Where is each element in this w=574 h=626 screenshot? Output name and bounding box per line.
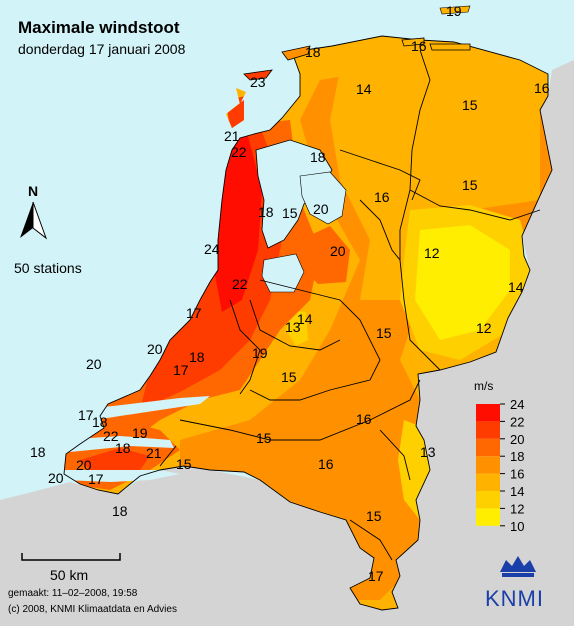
station-value: 18 <box>92 414 108 430</box>
legend-swatch <box>476 491 500 509</box>
borders <box>63 35 553 611</box>
station-value: 24 <box>204 241 220 257</box>
station-value: 17 <box>88 471 104 487</box>
legend-tick-label: 22 <box>510 414 524 429</box>
station-value: 12 <box>476 320 492 336</box>
legend-color-scale <box>476 404 500 526</box>
island-terschelling <box>281 45 311 61</box>
station-value: 19 <box>252 345 268 361</box>
station-value: 19 <box>132 425 148 441</box>
station-value: 18 <box>30 444 46 460</box>
zone-14-16-north <box>330 50 540 300</box>
zone-10-12 <box>415 225 510 340</box>
station-value: 15 <box>176 456 192 472</box>
station-value: 16 <box>356 411 372 427</box>
station-value: 23 <box>250 74 266 90</box>
station-value: 15 <box>282 205 298 221</box>
station-value: 17 <box>78 407 94 423</box>
station-value: 13 <box>420 444 436 460</box>
station-value: 15 <box>462 177 478 193</box>
station-value: 20 <box>48 470 64 486</box>
estuary-oosterschelde <box>60 436 174 452</box>
copyright-label: (c) 2008, KNMI Klimaatdata en Advies <box>8 604 177 615</box>
made-label: gemaakt: 11–02–2008, 19:58 <box>8 588 138 599</box>
stations-count: 50 stations <box>14 260 82 276</box>
station-value: 13 <box>285 319 301 335</box>
north-label: N <box>28 183 38 199</box>
station-value: 16 <box>318 456 334 472</box>
legend-ticks: 24 22 20 18 16 14 12 10 <box>500 397 524 534</box>
scale-label: 50 km <box>50 567 88 583</box>
legend-swatch <box>476 438 500 457</box>
legend-tick-label: 24 <box>510 397 524 412</box>
station-value: 18 <box>305 44 321 60</box>
legend-tick-label: 20 <box>510 432 524 447</box>
legend-swatch <box>476 404 500 422</box>
legend-tick-label: 14 <box>510 484 524 499</box>
zone-18-20-flevoland <box>300 226 350 284</box>
station-value: 15 <box>281 369 297 385</box>
station-value: 20 <box>86 356 102 372</box>
station-value: 16 <box>534 80 550 96</box>
station-value: 18 <box>189 349 205 365</box>
legend-tick-label: 10 <box>510 519 524 534</box>
legend-swatch <box>476 421 500 439</box>
station-value: 16 <box>374 189 390 205</box>
station-value: 18 <box>115 440 131 456</box>
legend-swatch <box>476 473 500 491</box>
island-north <box>439 5 471 15</box>
crown-icon <box>500 556 536 572</box>
station-value: 20 <box>313 201 329 217</box>
station-value: 18 <box>310 149 326 165</box>
station-value: 22 <box>103 428 119 444</box>
legend-tick-label: 12 <box>510 501 524 516</box>
station-value: 15 <box>366 508 382 524</box>
station-value: 14 <box>297 311 313 327</box>
foreign-land <box>0 60 574 626</box>
zone-12-14-utrecht <box>286 310 308 346</box>
station-value: 22 <box>231 144 247 160</box>
knmi-wordmark: KNMI <box>485 586 544 611</box>
north-arrow-icon: N <box>20 183 48 240</box>
station-value: 22 <box>232 276 248 292</box>
station-value: 20 <box>76 457 92 473</box>
legend: m/s 24 22 20 18 16 14 12 10 <box>474 379 524 534</box>
island-rottumeroog <box>429 43 471 51</box>
station-value: 12 <box>424 245 440 261</box>
island-schiermonnikoog <box>401 37 425 47</box>
island-vlieland <box>243 69 273 81</box>
map-subtitle: donderdag 17 januari 2008 <box>18 41 186 57</box>
legend-tick-label: 16 <box>510 467 524 482</box>
station-value: 17 <box>368 568 384 584</box>
station-values: 19 18 16 23 16 14 15 21 22 18 15 16 18 1… <box>30 3 550 584</box>
station-value: 18 <box>112 503 128 519</box>
ijsselmeer-north <box>299 171 347 225</box>
legend-swatch <box>476 456 500 474</box>
ijsselmeer <box>255 139 333 249</box>
legend-unit: m/s <box>474 379 493 393</box>
scale-bar: 50 km <box>21 553 121 583</box>
station-value: 21 <box>146 445 162 461</box>
station-value: 15 <box>462 97 478 113</box>
station-value: 15 <box>256 430 272 446</box>
station-value: 20 <box>330 243 346 259</box>
station-value: 14 <box>508 279 524 295</box>
station-value: 19 <box>446 3 462 19</box>
legend-tick-label: 18 <box>510 449 524 464</box>
station-value: 17 <box>186 305 202 321</box>
station-value: 16 <box>411 38 427 54</box>
station-value: 17 <box>173 362 189 378</box>
station-value: 14 <box>356 81 372 97</box>
legend-swatch <box>476 508 500 526</box>
station-value: 18 <box>258 204 274 220</box>
markermeer <box>261 253 305 293</box>
station-value: 20 <box>147 341 163 357</box>
knmi-logo: KNMI <box>485 556 544 611</box>
station-value: 15 <box>376 325 392 341</box>
estuary-north <box>60 396 210 424</box>
map-title: Maximale windstoot <box>18 18 180 37</box>
station-value: 21 <box>224 128 240 144</box>
